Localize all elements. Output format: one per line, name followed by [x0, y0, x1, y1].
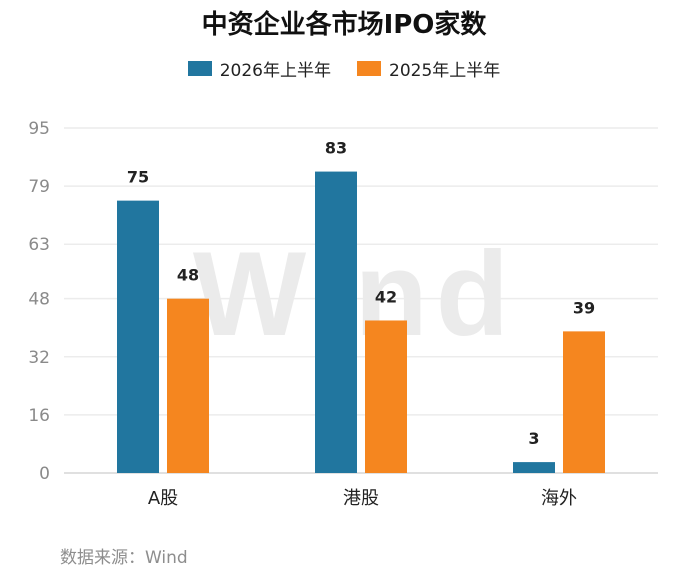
source-note: 数据来源：Wind: [60, 548, 188, 568]
y-tick-label: 63: [28, 235, 50, 255]
data-label: 42: [375, 287, 397, 306]
legend-item-series-1: 2026年上半年: [187, 56, 331, 81]
bar: [315, 171, 357, 473]
tick-layer: 0 16 32 48 63 79 95: [28, 119, 50, 484]
y-tick-label: 16: [28, 406, 50, 426]
bar: [117, 200, 159, 473]
grid-layer: [64, 127, 658, 474]
x-tick-label: A股: [148, 488, 178, 509]
label-layer: 75 48 A股 83 42 港股 3 39 海外: [127, 139, 595, 509]
bar: [513, 462, 555, 473]
legend-label-series-2: 2025年上半年: [389, 61, 501, 81]
chart-title: 中资企业各市场IPO家数: [201, 10, 487, 40]
y-tick-label: 48: [28, 290, 50, 310]
legend-item-series-2: 2025年上半年: [357, 56, 500, 81]
data-label: 39: [573, 298, 595, 317]
data-label: 83: [325, 139, 347, 158]
legend-swatch-series-1: [187, 61, 212, 76]
bar: [167, 298, 209, 473]
legend: 2026年上半年 2025年上半年: [0, 56, 688, 81]
bar-layer: [117, 171, 605, 473]
x-tick-label: 海外: [541, 488, 577, 509]
legend-label-series-1: 2026年上半年: [219, 61, 331, 81]
x-tick-label: 港股: [343, 488, 379, 509]
data-label: 3: [528, 429, 539, 448]
bar: [365, 320, 407, 473]
y-tick-label: 0: [39, 464, 50, 484]
legend-swatch-series-2: [357, 61, 381, 76]
bar: [563, 331, 605, 473]
data-label: 48: [177, 266, 199, 285]
y-tick-label: 32: [28, 348, 50, 368]
y-tick-label: 95: [28, 119, 50, 139]
data-label: 75: [127, 168, 149, 187]
y-tick-label: 79: [28, 177, 50, 197]
